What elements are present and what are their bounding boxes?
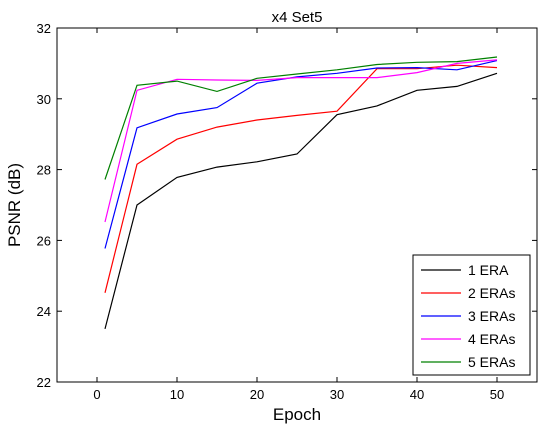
legend-label: 5 ERAs — [468, 354, 515, 370]
legend-label: 3 ERAs — [468, 308, 515, 324]
legend-label: 2 ERAs — [468, 285, 515, 301]
legend-box — [412, 254, 531, 376]
x-tick-label: 20 — [250, 387, 264, 402]
series-line-3-eras — [104, 60, 498, 249]
series-line-5-eras — [104, 56, 498, 180]
legend: 1 ERA 2 ERAs 3 ERAs 4 ERAs 5 ERAs — [412, 254, 531, 376]
chart-title: x4 Set5 — [272, 9, 323, 26]
x-axis-label: Epoch — [273, 405, 321, 424]
x-tick-label: 10 — [170, 387, 184, 402]
series-lines — [104, 56, 498, 330]
x-tick-label: 30 — [330, 387, 344, 402]
series-line-2-eras — [104, 64, 498, 293]
y-tick-label: 30 — [37, 92, 51, 107]
legend-label: 4 ERAs — [468, 331, 515, 347]
axis-ticks: 0 10 20 30 40 50 22 24 26 28 30 32 — [37, 21, 537, 402]
y-axis-label: PSNR (dB) — [5, 163, 24, 247]
series-line-1-era — [104, 72, 498, 330]
y-tick-label: 32 — [37, 21, 51, 36]
y-tick-label: 28 — [37, 163, 51, 178]
x-tick-label: 40 — [410, 387, 424, 402]
y-tick-label: 24 — [37, 304, 51, 319]
legend-label: 1 ERA — [468, 262, 509, 278]
plot-frame — [56, 27, 538, 383]
x-tick-label: 0 — [93, 387, 100, 402]
series-line-4-eras — [104, 59, 498, 223]
x-tick-label: 50 — [490, 387, 504, 402]
y-tick-label: 26 — [37, 233, 51, 248]
y-tick-label: 22 — [37, 375, 51, 390]
